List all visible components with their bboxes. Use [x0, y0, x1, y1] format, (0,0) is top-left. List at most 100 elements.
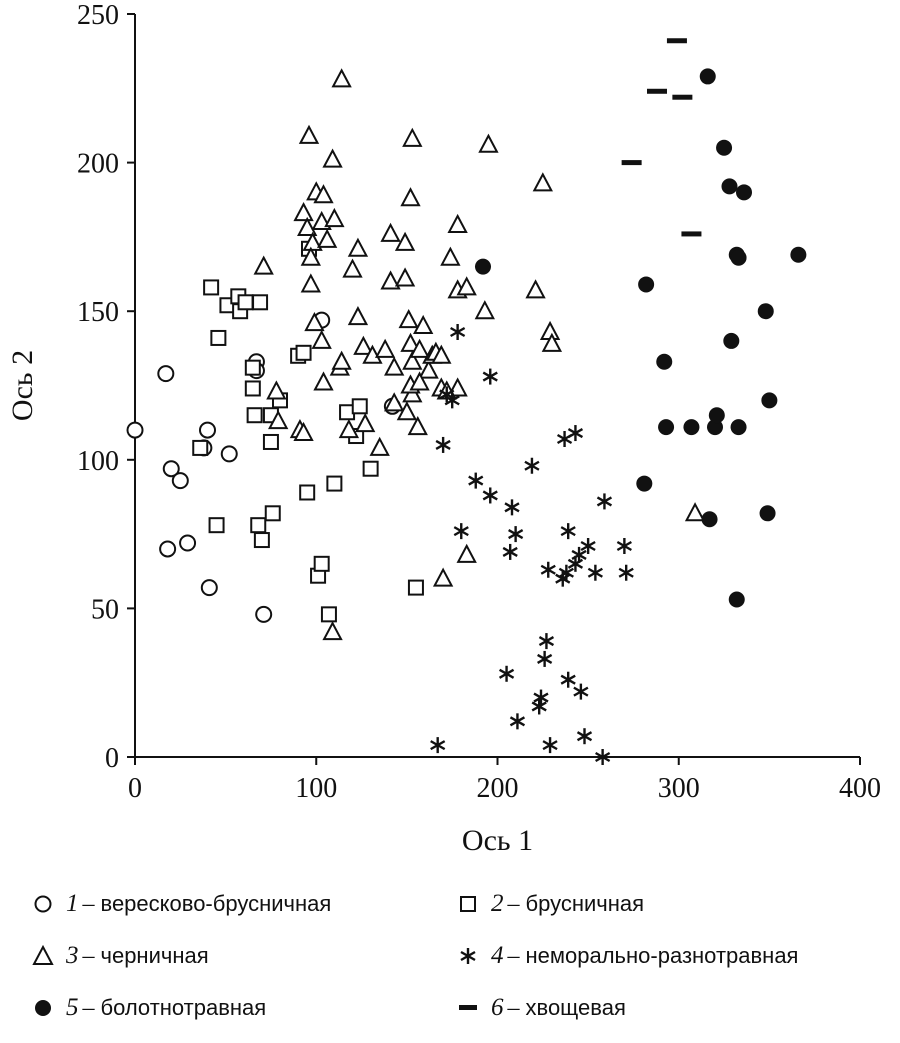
point-filled-circle [730, 419, 747, 436]
point-open-triangle [322, 621, 343, 641]
point-open-triangle [313, 184, 334, 204]
point-open-square [299, 484, 316, 501]
series-3 [253, 68, 706, 641]
point-filled-circle [658, 419, 675, 436]
point-open-triangle [324, 207, 345, 228]
series-2 [192, 240, 424, 623]
legend-item-5: 5 – болотнотравная [30, 994, 266, 1022]
point-open-triangle [293, 201, 314, 222]
point-open-triangle [409, 338, 430, 358]
point-asterisk [435, 436, 451, 453]
point-open-circle [220, 445, 238, 463]
legend-number: 6 [491, 994, 504, 1021]
point-open-triangle [342, 258, 363, 278]
legend-item-2: 2 – брусничная [455, 890, 644, 918]
point-asterisk [580, 537, 596, 554]
legend-label: болотнотравная [100, 995, 267, 1020]
point-open-triangle [266, 380, 287, 400]
y-tick-label: 50 [91, 594, 119, 625]
legend-dash: – [507, 890, 520, 917]
point-open-triangle [347, 237, 369, 257]
point-open-triangle [400, 187, 421, 207]
y-tick-label: 0 [105, 743, 119, 774]
point-open-square [362, 460, 379, 477]
y-axis-title: Ось 2 [6, 350, 39, 421]
point-asterisk [509, 713, 526, 730]
point-open-triangle [316, 228, 338, 248]
point-open-triangle [456, 276, 477, 296]
point-open-square [237, 294, 254, 311]
point-asterisk [538, 633, 555, 650]
point-open-circle [200, 579, 218, 597]
point-filled-circle [683, 419, 700, 436]
legend-label: хвощевая [525, 995, 626, 1020]
point-open-triangle [400, 332, 421, 352]
point-asterisk [540, 561, 556, 578]
point-filled-circle [656, 353, 673, 370]
point-dash [647, 88, 667, 94]
legend-item-1: 1 – вересково-брусничная [30, 890, 331, 918]
point-open-circle [255, 605, 273, 623]
point-open-triangle [384, 392, 405, 412]
point-filled-circle [701, 511, 718, 528]
point-filled-circle [638, 276, 655, 293]
point-filled-circle [730, 249, 747, 266]
point-open-circle [162, 460, 180, 478]
point-open-circle [179, 534, 197, 552]
point-asterisk [571, 546, 587, 563]
point-open-circle [157, 365, 175, 383]
point-open-triangle [440, 246, 461, 266]
point-open-triangle [293, 421, 314, 442]
point-open-square [253, 532, 270, 549]
legend-label: вересково-брусничная [100, 891, 332, 916]
point-open-circle [171, 472, 189, 490]
point-open-triangle [322, 148, 343, 168]
point-open-triangle [684, 502, 706, 522]
point-open-circle [199, 421, 216, 439]
point-asterisk [453, 523, 469, 540]
legend-dash: – [507, 994, 520, 1021]
point-filled-circle [728, 591, 745, 608]
point-open-triangle [409, 371, 430, 391]
point-asterisk [556, 430, 573, 447]
point-open-square [192, 439, 209, 456]
point-filled-circle [721, 178, 738, 195]
point-asterisk [560, 523, 576, 540]
open-triangle-icon [32, 944, 54, 965]
axes: 0 100 200 300 400 0 50 100 150 200 250 Ось 1 Ось 2 [6, 0, 881, 857]
point-open-triangle [304, 311, 325, 332]
x-tick-label: 400 [839, 773, 881, 804]
legend-item-4: 4 – неморально-разнотравная [455, 942, 798, 970]
y-tick-label: 100 [77, 446, 119, 477]
legend-number: 5 [66, 994, 79, 1021]
point-asterisk [560, 671, 576, 688]
point-open-triangle [456, 543, 477, 563]
point-open-triangle [369, 436, 390, 456]
point-asterisk [508, 526, 524, 543]
point-asterisk [555, 570, 571, 587]
point-open-triangle [413, 314, 434, 335]
point-dash [666, 38, 687, 44]
point-filled-circle [759, 505, 776, 522]
point-open-square [246, 407, 263, 424]
point-open-triangle [298, 124, 320, 144]
point-open-triangle [396, 401, 418, 421]
point-open-triangle [331, 350, 352, 370]
point-open-triangle [418, 359, 439, 379]
legend-label: брусничная [525, 891, 645, 916]
legend-label: черничная [100, 943, 209, 968]
point-open-square [320, 606, 337, 623]
point-filled-circle [757, 303, 774, 320]
point-open-square [407, 579, 424, 596]
legend-dash: – [82, 890, 95, 917]
point-open-triangle [394, 231, 416, 251]
legend-label: неморально-разнотравная [525, 943, 799, 968]
point-open-triangle [300, 273, 321, 293]
filled-circle-icon [35, 1000, 51, 1016]
y-tick-label: 200 [77, 149, 119, 180]
point-open-triangle [407, 415, 428, 436]
point-open-square [326, 475, 343, 492]
point-open-triangle [398, 308, 419, 329]
point-open-triangle [541, 332, 563, 352]
point-asterisk [531, 698, 547, 715]
